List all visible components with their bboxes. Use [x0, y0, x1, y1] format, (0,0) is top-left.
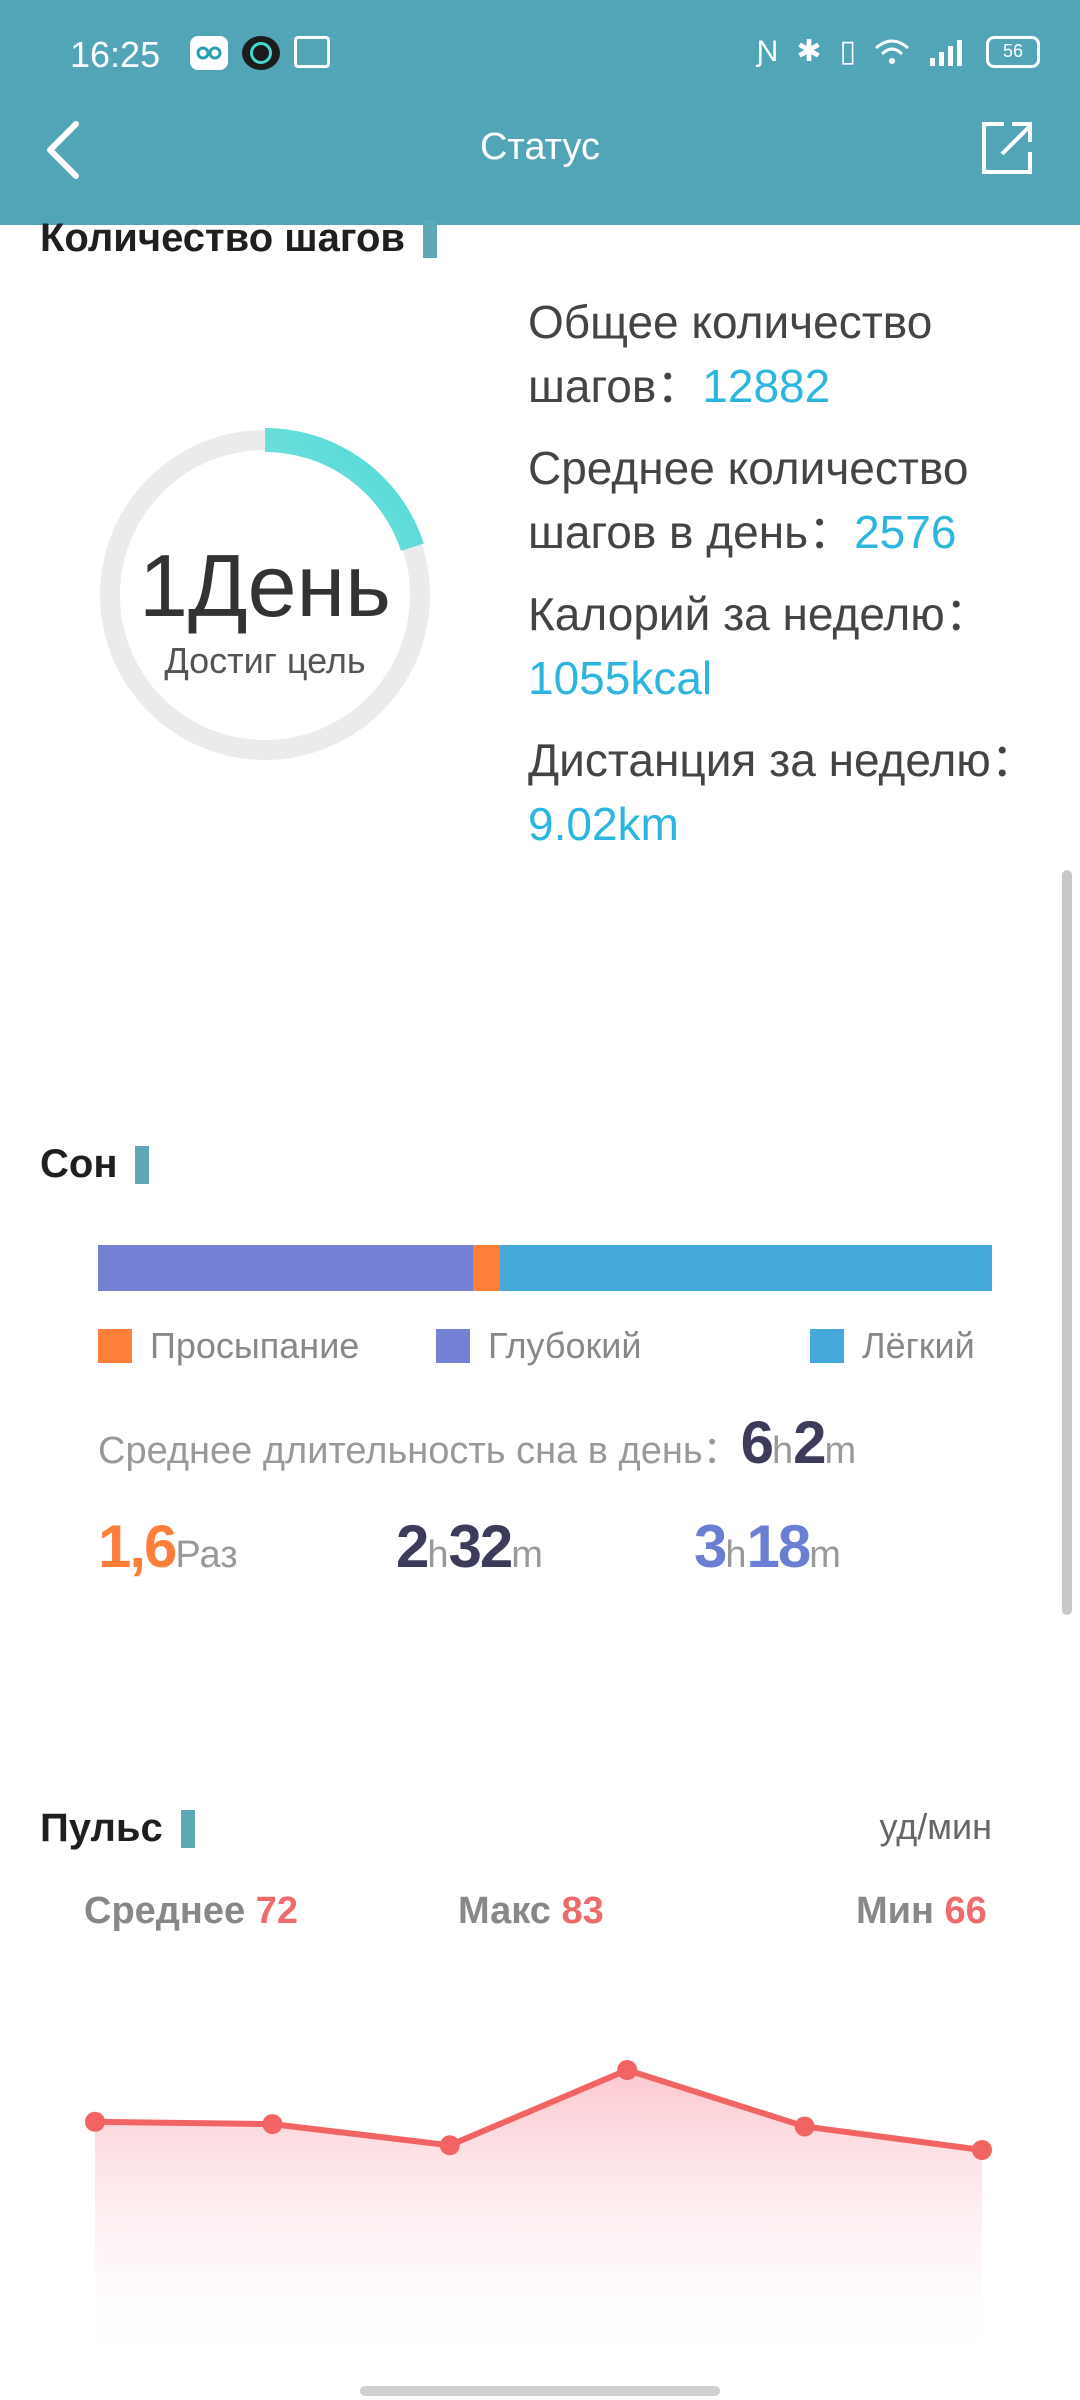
awake-count: 1,6 Раз — [98, 1513, 238, 1580]
sleep-segment-Просыпание — [473, 1245, 501, 1291]
signal-icon — [930, 39, 962, 66]
stat-avg-steps: Среднее количество шагов в день：2576 — [528, 442, 969, 558]
title-accent-bar — [422, 219, 437, 258]
ring-progress — [98, 428, 432, 762]
pulse-area — [95, 2070, 982, 2350]
legend-swatch-deep — [436, 1329, 470, 1363]
status-time: 16:25 — [70, 34, 161, 75]
steps-section-title: Количество шагов — [40, 216, 437, 261]
avg-steps-value: 2576 — [854, 506, 957, 558]
avg-sleep-duration: Среднее длительность сна в день： 6 h 2 m — [98, 1409, 857, 1476]
legend-swatch-light — [810, 1329, 844, 1363]
share-button[interactable] — [978, 118, 1036, 178]
pulse-unit: уд/мин — [879, 1806, 992, 1847]
steps-title-text: Количество шагов — [40, 216, 405, 260]
pulse-point-4 — [794, 2116, 815, 2137]
sleep-title-text: Сон — [40, 1142, 118, 1186]
system-icons: Ɲ ✱ ▯ 56 — [757, 34, 1040, 69]
home-indicator[interactable] — [360, 2386, 720, 2396]
light-sleep-duration: 3 h 18 m — [694, 1513, 841, 1580]
calories-value: 1055kcal — [528, 652, 713, 704]
sleep-section-title: Сон — [40, 1142, 150, 1187]
pulse-max: Макс 83 — [458, 1890, 604, 1932]
vibrate-icon: ▯ — [839, 35, 856, 68]
pulse-section-title: Пульс — [40, 1806, 195, 1851]
app-header: 16:25 Ɲ ✱ ▯ 56 Статус — [0, 0, 1080, 225]
pulse-point-0 — [85, 2111, 105, 2132]
app-notification-icon — [190, 36, 228, 70]
legend-swatch-awake — [98, 1329, 132, 1363]
nfc-icon: Ɲ — [756, 34, 779, 68]
goal-label: Достиг цель — [164, 640, 366, 681]
bluetooth-icon: ✱ — [796, 35, 822, 68]
wifi-icon — [875, 39, 909, 64]
notification-icons — [190, 36, 330, 70]
scrollbar[interactable] — [1062, 870, 1072, 1615]
stat-calories: Калорий за неделю：1055kcal — [528, 588, 991, 704]
goal-ring-chart — [98, 428, 432, 762]
stat-distance: Дистанция за неделю：9.02km — [528, 734, 1037, 850]
pulse-min: Мин 66 — [856, 1890, 987, 1932]
pulse-chart — [85, 2060, 992, 2350]
page-title: Статус — [479, 126, 601, 168]
legend-light: Лёгкий — [810, 1325, 975, 1367]
pulse-point-5 — [972, 2140, 992, 2160]
legend-awake: Просыпание — [98, 1325, 359, 1367]
goal-ring: 1День Достиг цель — [95, 425, 435, 765]
stat-total-steps: Общее количество шагов：12882 — [528, 296, 933, 412]
sleep-segment-Глубокий — [98, 1245, 474, 1291]
battery-icon: 56 — [986, 35, 1040, 68]
deep-sleep-duration: 2 h 32 m — [396, 1513, 543, 1580]
pulse-title-text: Пульс — [40, 1806, 163, 1850]
pulse-avg: Среднее 72 — [84, 1890, 298, 1932]
pulse-line — [94, 2066, 983, 2153]
goal-days: 1День — [139, 536, 391, 635]
app-notification-icon — [242, 36, 280, 70]
sleep-stage-bar — [98, 1245, 992, 1291]
sleep-segment-Лёгкий — [500, 1245, 992, 1291]
pulse-point-3 — [617, 2060, 638, 2080]
pulse-point-1 — [262, 2114, 283, 2135]
steps-stats: Общее количество шагов：12882 Среднее кол… — [528, 290, 1048, 874]
title-accent-bar — [135, 1145, 150, 1184]
pulse-point-2 — [439, 2135, 460, 2156]
back-button[interactable] — [40, 118, 88, 182]
title-accent-bar — [180, 1809, 195, 1848]
legend-deep: Глубокий — [436, 1325, 642, 1367]
calendar-icon — [294, 36, 330, 68]
total-steps-value: 12882 — [702, 360, 831, 412]
distance-value: 9.02km — [528, 798, 679, 850]
